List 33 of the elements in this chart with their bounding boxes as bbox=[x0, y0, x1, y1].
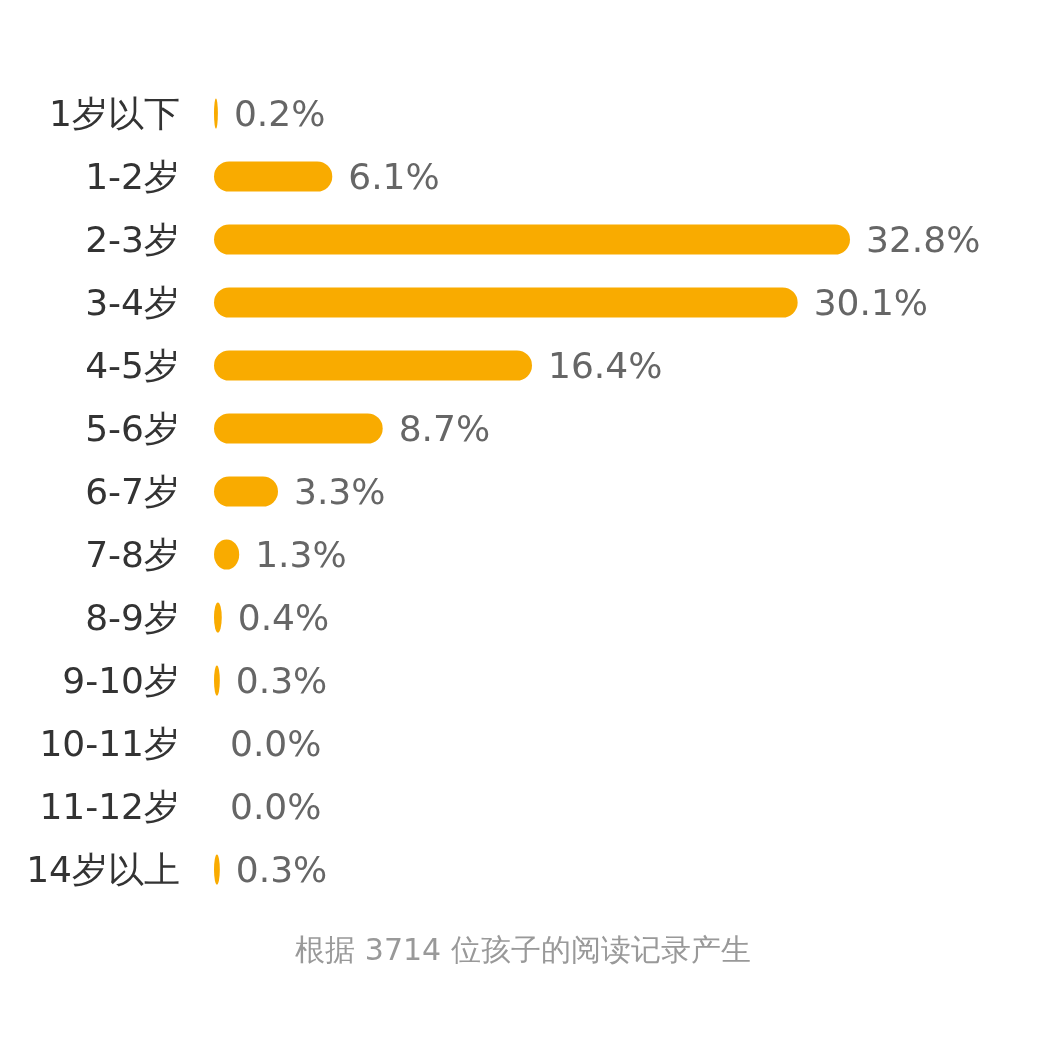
y-tick-label: 3-4岁 bbox=[85, 282, 180, 324]
data-label: 16.4% bbox=[548, 345, 663, 387]
y-tick-label: 11-12岁 bbox=[39, 786, 180, 828]
y-tick-label: 5-6岁 bbox=[85, 408, 180, 450]
data-label: 30.1% bbox=[813, 282, 929, 324]
y-tick-label: 2-3岁 bbox=[85, 219, 180, 261]
data-label: 32.8% bbox=[866, 219, 981, 261]
data-label: 0.0% bbox=[230, 786, 322, 828]
data-label: 0.4% bbox=[237, 597, 330, 639]
y-tick-label: 10-11岁 bbox=[39, 723, 180, 765]
y-tick-label: 6-7岁 bbox=[85, 471, 180, 513]
y-tick-label: 7-8岁 bbox=[85, 534, 180, 576]
data-label: 1.3% bbox=[255, 534, 347, 576]
bar bbox=[214, 287, 798, 318]
y-tick-label: 8-9岁 bbox=[85, 597, 180, 639]
y-tick-label: 14岁以上 bbox=[26, 849, 180, 891]
data-label: 8.7% bbox=[398, 408, 491, 450]
bar bbox=[214, 476, 278, 507]
y-tick-label: 1-2岁 bbox=[85, 156, 180, 198]
y-tick-label: 1岁以下 bbox=[49, 93, 180, 135]
data-label: 0.3% bbox=[235, 660, 328, 702]
bar bbox=[214, 413, 383, 444]
y-tick-label: 4-5岁 bbox=[85, 345, 180, 387]
data-label: 3.3% bbox=[293, 471, 386, 513]
bar bbox=[214, 224, 850, 255]
text: 根据 3714 位孩子的阅读记录产生 bbox=[295, 932, 751, 967]
data-label: 0.3% bbox=[235, 849, 328, 891]
bar bbox=[214, 161, 333, 192]
data-label: 0.0% bbox=[230, 723, 322, 765]
bar bbox=[214, 350, 532, 381]
data-label: 0.2% bbox=[233, 93, 326, 135]
y-tick-label: 9-10岁 bbox=[62, 660, 180, 702]
data-label: 6.1% bbox=[348, 156, 440, 198]
